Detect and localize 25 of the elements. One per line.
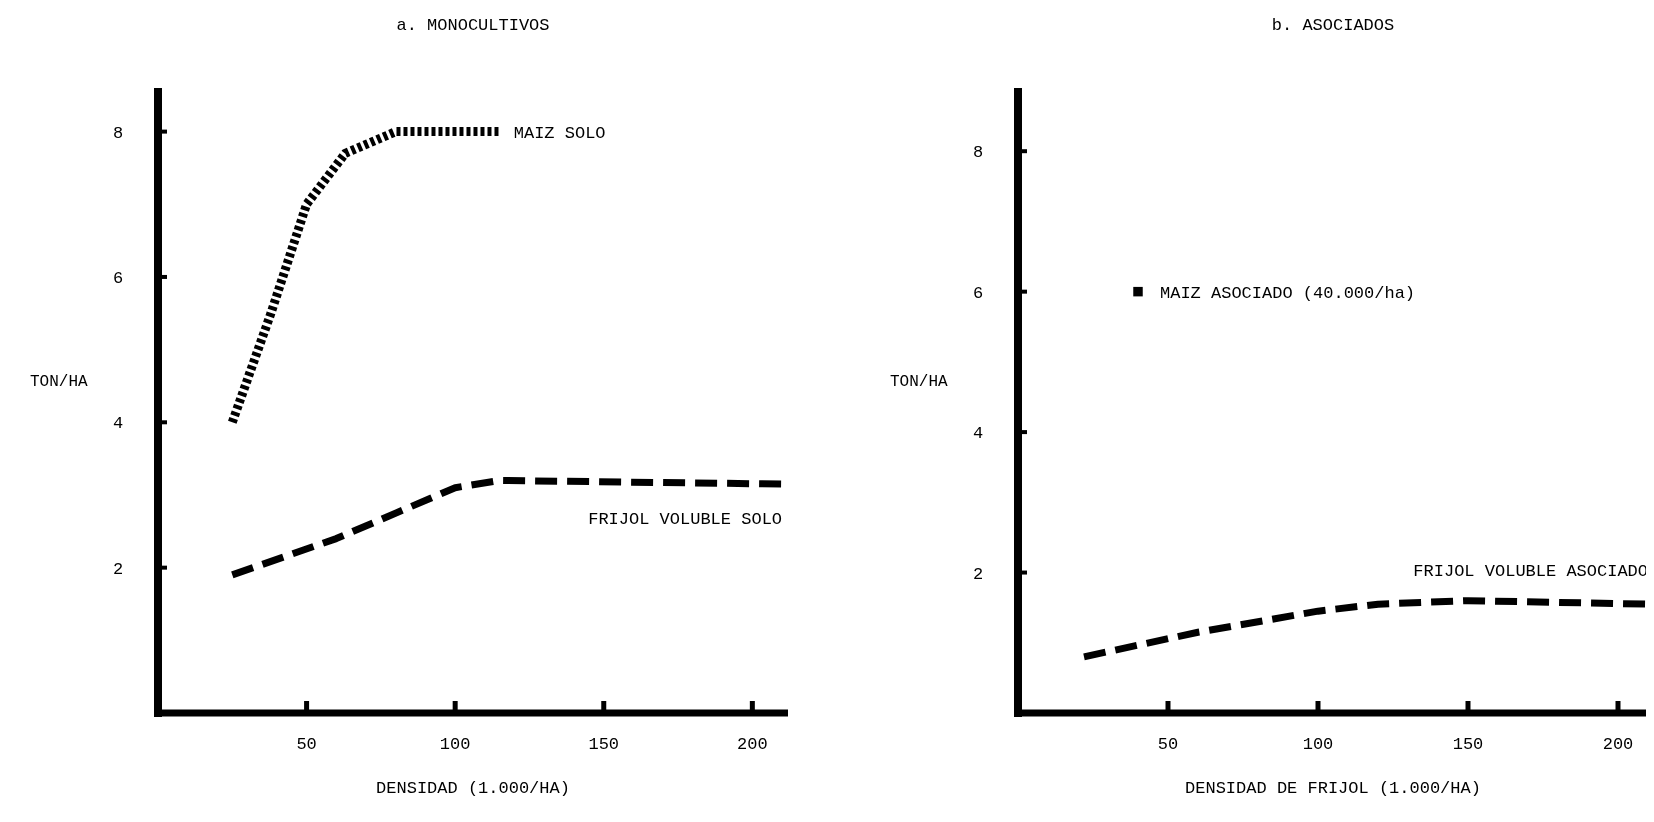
- y-tick-label: 8: [972, 143, 984, 163]
- x-tick-label: 150: [588, 735, 620, 754]
- chart-title: b. ASOCIADOS: [1271, 16, 1395, 35]
- series-label: MAIZ SOLO: [513, 123, 606, 143]
- y-axis-title: TON/HA: [890, 372, 949, 391]
- y-tick-label: 8: [112, 123, 124, 143]
- x-axis-title: DENSIDAD (1.000/HA): [376, 779, 570, 798]
- series-label: MAIZ ASOCIADO (40.000/ha): [1160, 283, 1416, 303]
- y-tick-label: 2: [972, 564, 984, 584]
- x-tick-label: 50: [296, 735, 317, 754]
- series-label: FRIJOL VOLUBLE SOLO: [588, 510, 783, 530]
- x-tick-label: 100: [1302, 735, 1334, 754]
- x-axis-title: DENSIDAD DE FRIJOL (1.000/HA): [1185, 779, 1481, 798]
- chart-title: a. MONOCULTIVOS: [396, 16, 550, 35]
- x-tick-label: 50: [1157, 735, 1179, 754]
- y-tick-label: 6: [972, 283, 984, 303]
- x-tick-label: 200: [1602, 735, 1634, 754]
- y-tick-label: 6: [112, 268, 124, 288]
- x-tick-label: 200: [737, 735, 768, 754]
- y-tick-label: 4: [972, 424, 984, 444]
- y-tick-label: 4: [112, 414, 124, 434]
- x-tick-label: 100: [439, 735, 471, 754]
- y-axis-title: TON/HA: [30, 372, 89, 391]
- y-tick-label: 2: [112, 559, 124, 579]
- x-tick-label: 150: [1452, 735, 1484, 754]
